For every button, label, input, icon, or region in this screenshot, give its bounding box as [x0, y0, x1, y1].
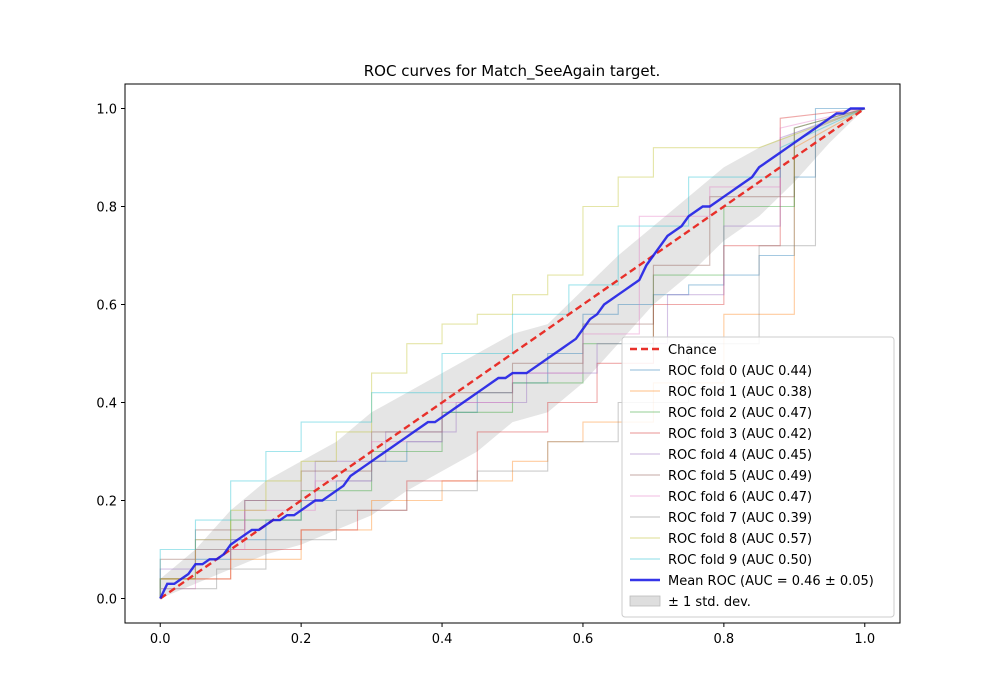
legend: Chance ROC fold 0 (AUC 0.44) ROC fold 1 (A… — [621, 336, 895, 618]
roc-fold-0-line — [159, 107, 865, 599]
legend-label-fold-1: ROC fold 1 (AUC 0.38) — [668, 385, 812, 400]
y-tick-label: 0.6 — [96, 299, 117, 314]
x-tick-label: 0.0 — [150, 632, 171, 647]
legend-label-fold-7: ROC fold 7 (AUC 0.39) — [668, 511, 812, 526]
y-tick-label: 1.0 — [96, 103, 117, 118]
roc-fold-3-line — [159, 107, 865, 599]
legend-label-fold-5: ROC fold 5 (AUC 0.49) — [668, 469, 812, 484]
x-tick-label: 0.8 — [714, 632, 735, 647]
x-tick-label: 0.4 — [432, 632, 453, 647]
legend-label-mean-roc: Mean ROC (AUC = 0.46 ± 0.05) — [668, 574, 874, 589]
roc-fold-8-line — [159, 107, 865, 599]
roc-fold-9-line — [159, 108, 866, 599]
roc-fold-2-line — [159, 107, 865, 599]
roc-fold-4-line — [159, 107, 865, 599]
legend-box — [621, 336, 895, 618]
axes-frame — [124, 83, 901, 624]
y-tick-label: 0.4 — [96, 397, 117, 412]
legend-label-chance: Chance — [668, 343, 717, 358]
legend-label-fold-3: ROC fold 3 (AUC 0.42) — [668, 427, 812, 442]
y-tick-label: 0.8 — [96, 201, 117, 216]
legend-label-fold-6: ROC fold 6 (AUC 0.47) — [668, 490, 812, 505]
legend-label-std-dev: ± 1 std. dev. — [668, 595, 751, 610]
legend-label-fold-9: ROC fold 9 (AUC 0.50) — [668, 553, 812, 568]
mean-roc-line — [159, 107, 865, 600]
legend-label-fold-4: ROC fold 4 (AUC 0.45) — [668, 448, 812, 463]
roc-fold-5-line — [159, 107, 865, 599]
x-tick-label: 0.6 — [573, 632, 594, 647]
x-tick-label: 1.0 — [854, 632, 875, 647]
chance-line — [159, 107, 866, 600]
plot-area — [159, 107, 866, 600]
legend-swatch-std-dev — [629, 595, 661, 607]
legend-label-fold-2: ROC fold 2 (AUC 0.47) — [668, 406, 812, 421]
legend-label-fold-8: ROC fold 8 (AUC 0.57) — [668, 532, 812, 547]
y-tick-label: 0.0 — [96, 593, 117, 608]
legend-label-fold-0: ROC fold 0 (AUC 0.44) — [668, 364, 812, 379]
roc-fold-7-line — [159, 107, 865, 599]
axes: 0.0 0.2 0.4 0.6 0.8 1.0 0.0 0.2 0.4 0.6 0.8 1.0 — [96, 83, 901, 647]
y-tick-label: 0.2 — [96, 495, 117, 510]
x-tick-label: 0.2 — [291, 632, 312, 647]
chart-title: ROC curves for Match_SeeAgain target. — [364, 62, 661, 81]
